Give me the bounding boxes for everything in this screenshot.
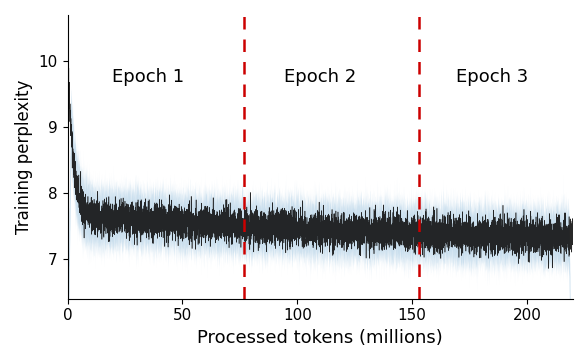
Text: Epoch 2: Epoch 2	[284, 68, 356, 86]
Y-axis label: Training perplexity: Training perplexity	[15, 80, 33, 234]
Text: Epoch 1: Epoch 1	[112, 68, 184, 86]
Text: Epoch 3: Epoch 3	[456, 68, 529, 86]
X-axis label: Processed tokens (millions): Processed tokens (millions)	[198, 329, 443, 347]
